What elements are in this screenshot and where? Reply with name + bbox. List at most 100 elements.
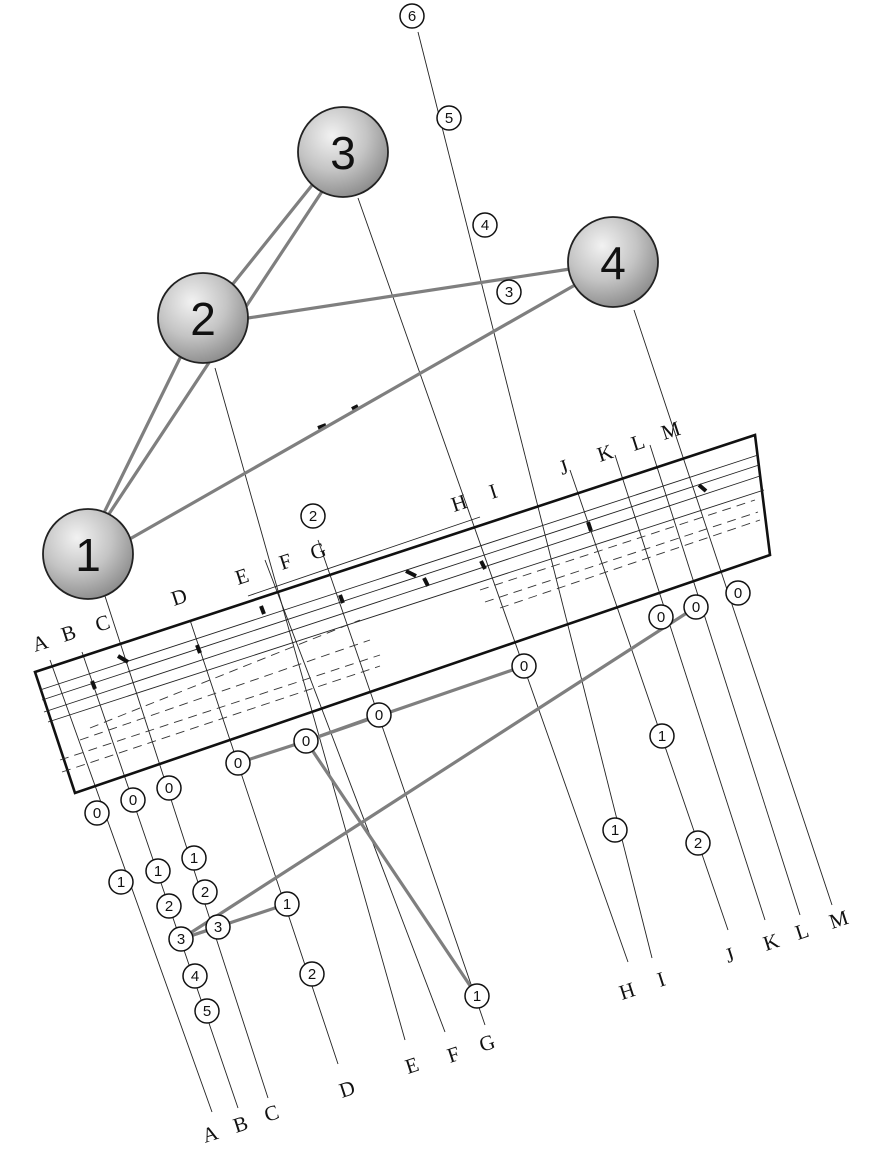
line-d xyxy=(190,620,338,1064)
tick-marks xyxy=(92,406,706,689)
label-e-bottom: E xyxy=(402,1052,422,1079)
svg-text:0: 0 xyxy=(93,805,101,822)
svg-text:1: 1 xyxy=(658,728,666,745)
node-e-0: 0 xyxy=(294,729,318,753)
label-h-bottom: H xyxy=(616,977,638,1005)
node-j-2: 2 xyxy=(686,831,710,855)
label-j-bottom: J xyxy=(722,942,737,967)
label-f-top: F xyxy=(276,548,295,574)
label-g-bottom: G xyxy=(476,1029,498,1057)
node-i-5: 5 xyxy=(437,106,461,130)
node-b-5: 5 xyxy=(195,999,219,1023)
node-j-0: 0 xyxy=(649,605,673,629)
node-l-0: 0 xyxy=(726,581,750,605)
line-f xyxy=(265,560,445,1032)
label-b-top: B xyxy=(58,620,79,647)
label-i-top: I xyxy=(486,479,500,504)
svg-text:0: 0 xyxy=(657,609,665,626)
label-j-top: J xyxy=(556,454,571,479)
edge-e0-g1 xyxy=(306,741,477,996)
small-value-nodes: 0 1 0 1 2 3 4 5 0 1 2 3 0 1 2 0 2 0 1 0 … xyxy=(85,4,750,1023)
node-c-0: 0 xyxy=(157,776,181,800)
label-a-top: A xyxy=(29,629,52,657)
label-a-bottom: A xyxy=(199,1120,222,1148)
node-h-1: 1 xyxy=(603,818,627,842)
svg-text:3: 3 xyxy=(214,919,222,936)
node-c-2: 2 xyxy=(193,880,217,904)
svg-text:2: 2 xyxy=(165,898,173,915)
svg-text:1: 1 xyxy=(283,896,291,913)
label-c-top: C xyxy=(92,610,113,637)
node-f-2: 2 xyxy=(301,504,325,528)
svg-text:3: 3 xyxy=(505,284,513,301)
svg-text:1: 1 xyxy=(611,822,619,839)
label-f-bottom: F xyxy=(444,1041,463,1067)
svg-text:6: 6 xyxy=(408,8,416,25)
svg-text:0: 0 xyxy=(165,780,173,797)
node-i-6: 6 xyxy=(400,4,424,28)
label-i-bottom: I xyxy=(654,967,668,992)
edge-2-3 xyxy=(228,184,313,290)
label-k-bottom: K xyxy=(760,928,782,956)
node-b-2: 2 xyxy=(157,894,181,918)
svg-text:1: 1 xyxy=(75,529,101,581)
line-g xyxy=(318,540,485,1025)
label-e-top: E xyxy=(232,563,252,590)
line-c xyxy=(103,590,268,1098)
svg-text:0: 0 xyxy=(734,585,742,602)
big-node-4: 4 xyxy=(568,217,658,307)
line-l xyxy=(650,445,800,915)
big-node-2: 2 xyxy=(158,273,248,363)
svg-text:2: 2 xyxy=(694,835,702,852)
node-d-2: 2 xyxy=(300,962,324,986)
svg-text:0: 0 xyxy=(234,755,242,772)
oblique-lines xyxy=(50,32,832,1112)
svg-text:5: 5 xyxy=(445,110,453,127)
node-i-4: 4 xyxy=(473,213,497,237)
label-m-bottom: M xyxy=(826,905,851,934)
node-a-0: 0 xyxy=(85,801,109,825)
node-b-4: 4 xyxy=(183,964,207,988)
big-node-1: 1 xyxy=(43,509,133,599)
label-l-top: L xyxy=(628,429,648,456)
svg-text:0: 0 xyxy=(375,707,383,724)
label-c-bottom: C xyxy=(261,1100,282,1127)
edge-1-2 xyxy=(98,358,180,525)
node-g-0: 0 xyxy=(367,703,391,727)
svg-text:2: 2 xyxy=(190,293,216,345)
label-h-top: H xyxy=(448,489,470,517)
node-g-1: 1 xyxy=(465,984,489,1008)
svg-text:4: 4 xyxy=(191,968,199,985)
label-m-top: M xyxy=(658,416,683,445)
svg-text:0: 0 xyxy=(520,658,528,675)
svg-text:0: 0 xyxy=(129,792,137,809)
node-b-1: 1 xyxy=(146,859,170,883)
svg-text:4: 4 xyxy=(481,217,489,234)
label-d-top: D xyxy=(168,583,190,611)
label-d-bottom: D xyxy=(336,1075,358,1103)
svg-text:1: 1 xyxy=(473,988,481,1005)
label-g-top: G xyxy=(307,537,329,565)
node-k-0: 0 xyxy=(684,595,708,619)
svg-text:2: 2 xyxy=(309,508,317,525)
big-node-3: 3 xyxy=(298,107,388,197)
label-b-bottom: B xyxy=(230,1111,251,1138)
node-d-0: 0 xyxy=(226,751,250,775)
svg-text:1: 1 xyxy=(117,874,125,891)
node-d-1: 1 xyxy=(275,892,299,916)
node-c-3: 3 xyxy=(206,915,230,939)
node-a-1: 1 xyxy=(109,870,133,894)
svg-text:0: 0 xyxy=(302,733,310,750)
svg-text:1: 1 xyxy=(154,863,162,880)
node-j-1: 1 xyxy=(650,724,674,748)
node-c-1: 1 xyxy=(182,846,206,870)
svg-text:5: 5 xyxy=(203,1003,211,1020)
svg-text:3: 3 xyxy=(330,127,356,179)
node-h-0: 0 xyxy=(512,654,536,678)
svg-text:4: 4 xyxy=(600,237,626,289)
svg-text:1: 1 xyxy=(190,850,198,867)
svg-text:2: 2 xyxy=(308,966,316,983)
node-b-0: 0 xyxy=(121,788,145,812)
svg-text:2: 2 xyxy=(201,884,209,901)
